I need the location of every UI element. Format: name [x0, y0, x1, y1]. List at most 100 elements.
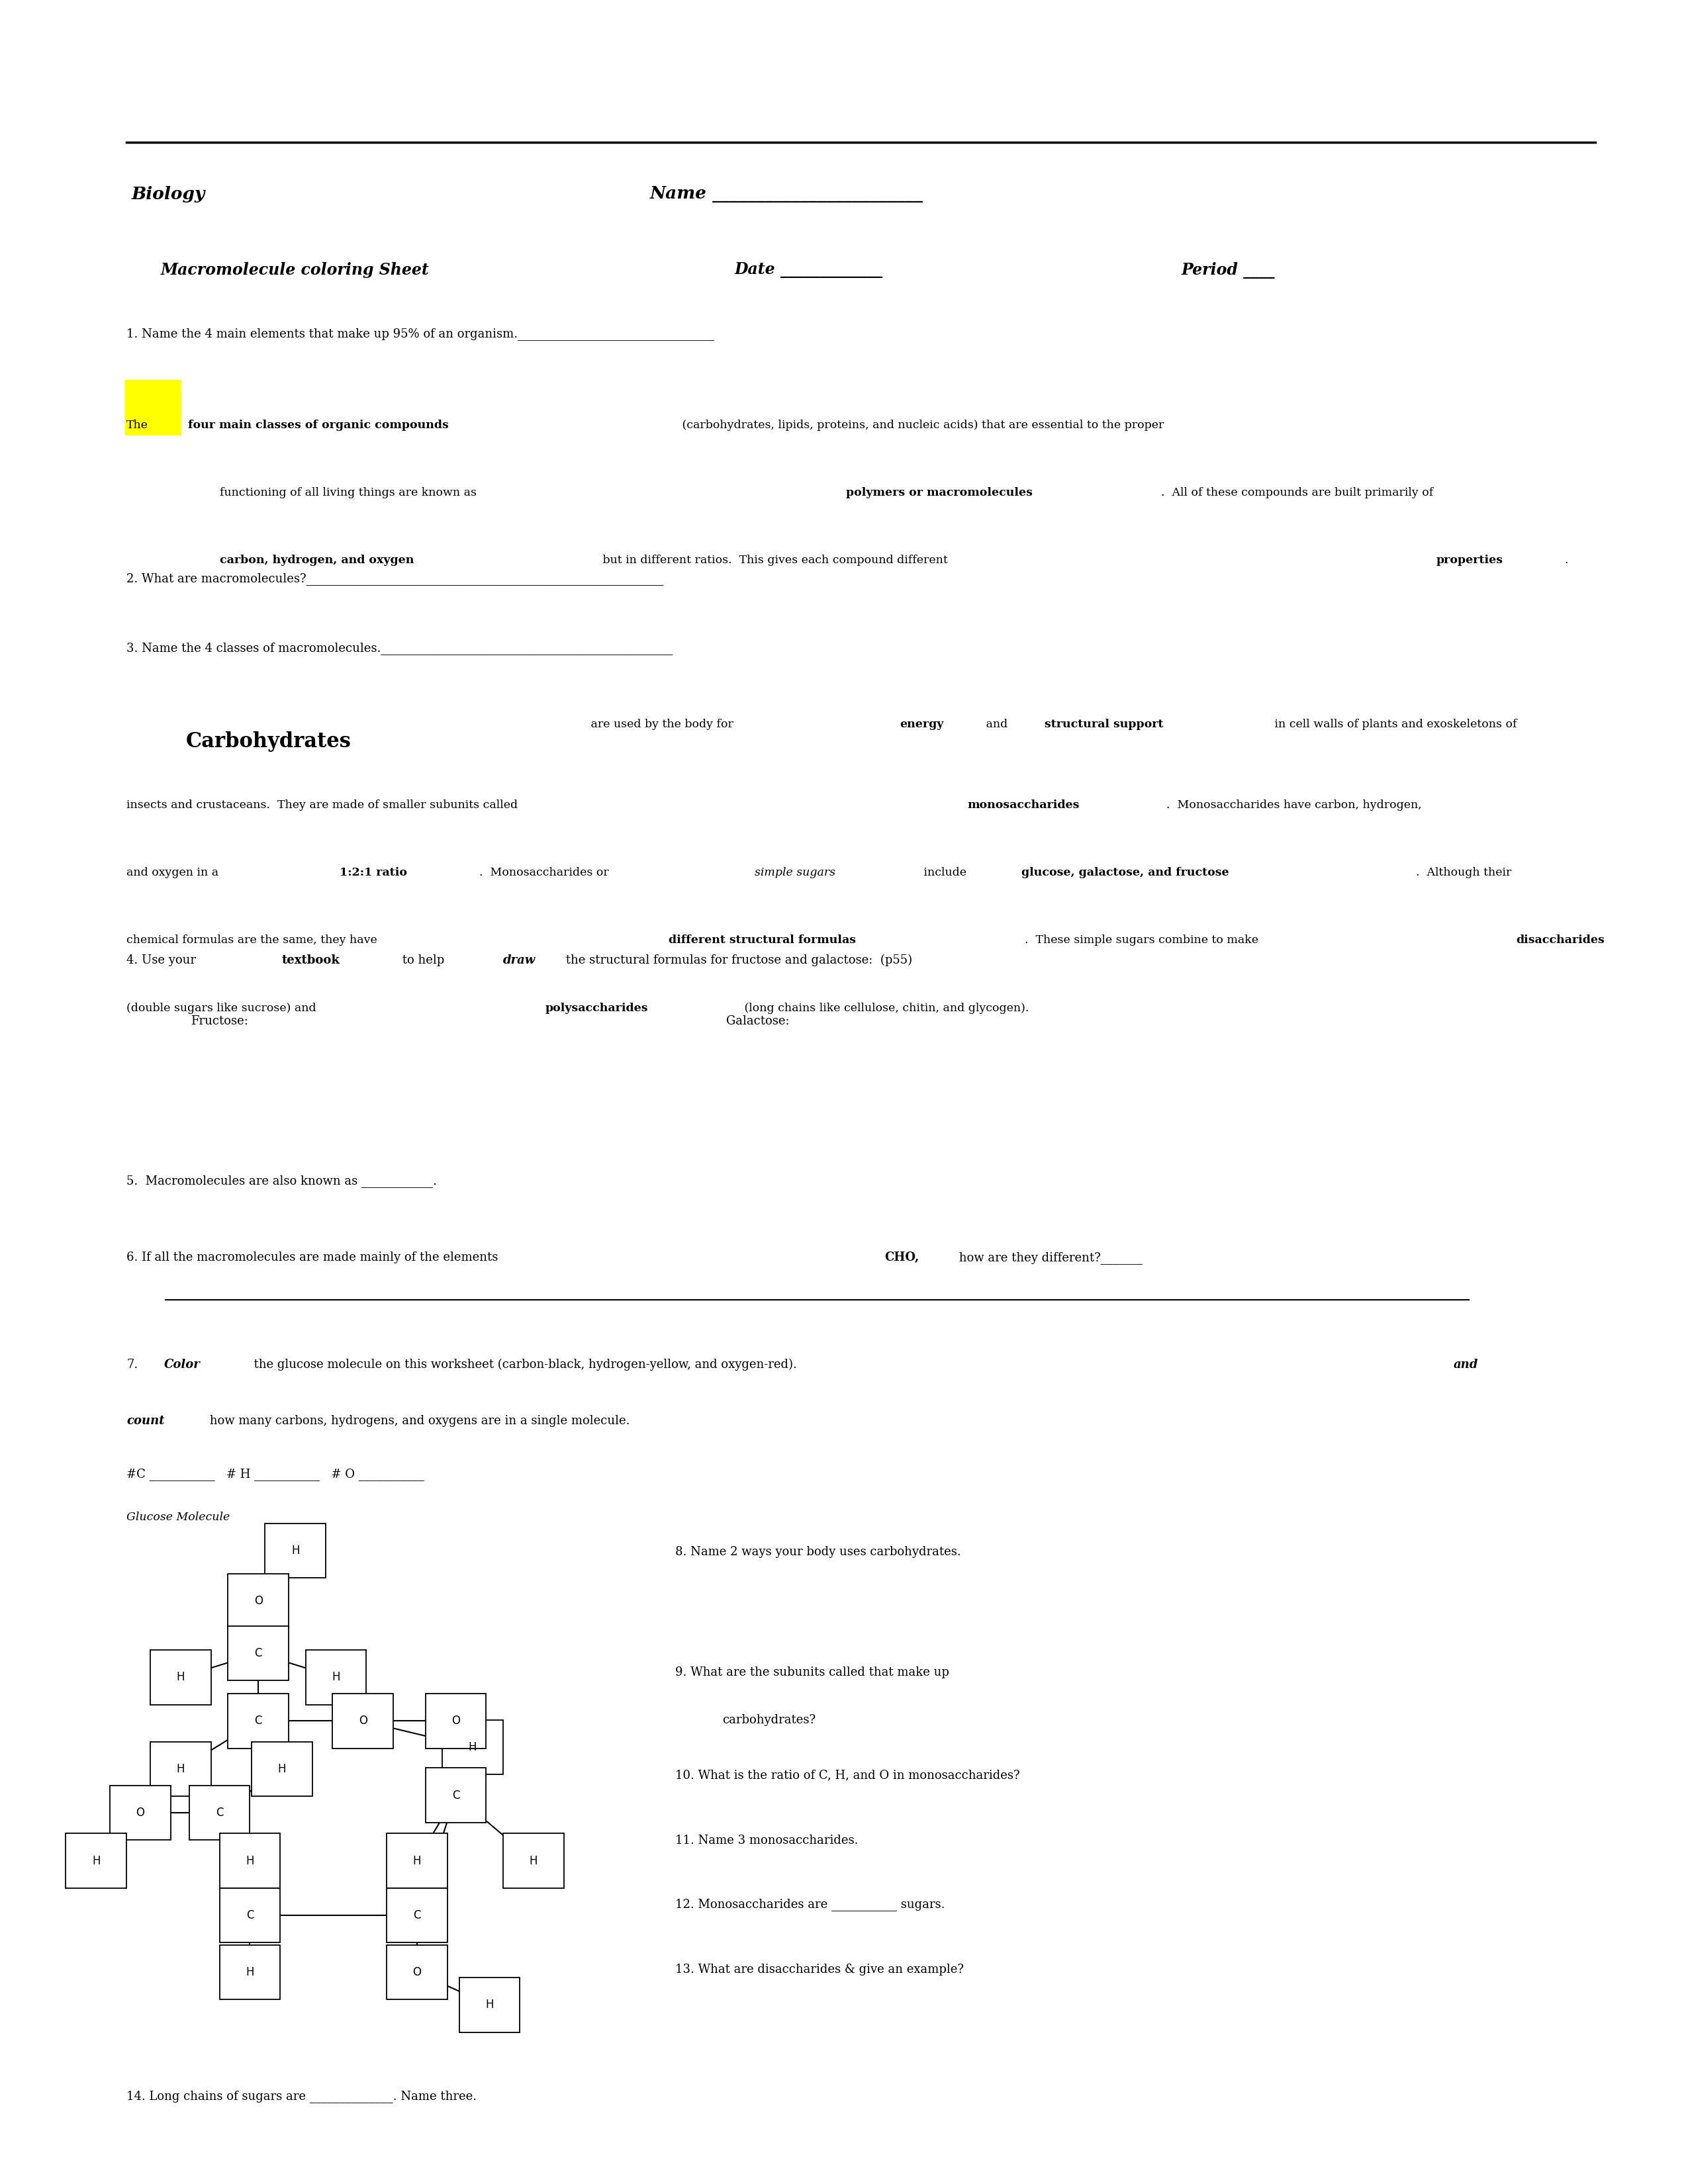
Text: H: H: [177, 1762, 184, 1776]
Text: H: H: [279, 1762, 285, 1776]
Text: O: O: [253, 1594, 263, 1607]
Text: H: H: [486, 1998, 493, 2011]
Text: to help: to help: [398, 954, 447, 965]
Text: H: H: [333, 1671, 339, 1684]
Text: #C ___________   # H ___________   # O ___________: #C ___________ # H ___________ # O _____…: [127, 1468, 424, 1481]
Text: Name ________________________: Name ________________________: [650, 186, 923, 203]
Text: and oxygen in a: and oxygen in a: [127, 867, 223, 878]
Text: 12. Monosaccharides are ___________ sugars.: 12. Monosaccharides are ___________ suga…: [675, 1898, 945, 1911]
FancyBboxPatch shape: [228, 1625, 289, 1682]
Text: how are they different?_______: how are they different?_______: [955, 1251, 1143, 1265]
Text: in cell walls of plants and exoskeletons of: in cell walls of plants and exoskeletons…: [1271, 719, 1518, 729]
Text: 6. If all the macromolecules are made mainly of the elements: 6. If all the macromolecules are made ma…: [127, 1251, 501, 1262]
Text: (long chains like cellulose, chitin, and glycogen).: (long chains like cellulose, chitin, and…: [741, 1002, 1030, 1013]
Text: 4. Use your: 4. Use your: [127, 954, 199, 965]
Text: H: H: [292, 1544, 299, 1557]
Text: Fructose:: Fructose:: [191, 1016, 248, 1026]
Text: 11. Name 3 monosaccharides.: 11. Name 3 monosaccharides.: [675, 1835, 858, 1845]
Text: .  Monosaccharides or: . Monosaccharides or: [479, 867, 613, 878]
Text: Galactose:: Galactose:: [726, 1016, 788, 1026]
Text: the glucose molecule on this worksheet (carbon-black, hydrogen-yellow, and oxyge: the glucose molecule on this worksheet (…: [246, 1358, 800, 1372]
Text: energy: energy: [900, 719, 944, 729]
Text: different structural formulas: different structural formulas: [668, 935, 856, 946]
Text: how many carbons, hydrogens, and oxygens are in a single molecule.: how many carbons, hydrogens, and oxygens…: [206, 1415, 630, 1426]
Text: H: H: [414, 1854, 420, 1867]
FancyBboxPatch shape: [387, 1944, 447, 2001]
Text: .  All of these compounds are built primarily of: . All of these compounds are built prima…: [1161, 487, 1433, 498]
Text: 3. Name the 4 classes of macromolecules.________________________________________: 3. Name the 4 classes of macromolecules.…: [127, 642, 674, 655]
Text: the structural formulas for fructose and galactose:  (p55): the structural formulas for fructose and…: [562, 954, 912, 968]
Text: C: C: [255, 1647, 262, 1660]
Text: (carbohydrates, lipids, proteins, and nucleic acids) that are essential to the p: (carbohydrates, lipids, proteins, and nu…: [679, 419, 1165, 430]
Text: monosaccharides: monosaccharides: [967, 799, 1079, 810]
FancyBboxPatch shape: [228, 1695, 289, 1747]
FancyBboxPatch shape: [219, 1835, 280, 1887]
FancyBboxPatch shape: [333, 1695, 393, 1747]
Text: textbook: textbook: [282, 954, 339, 965]
FancyBboxPatch shape: [189, 1787, 250, 1839]
Text: 9. What are the subunits called that make up: 9. What are the subunits called that mak…: [675, 1666, 949, 1677]
Text: Date _____________: Date _____________: [734, 262, 883, 277]
Text: .: .: [1565, 555, 1568, 566]
Text: 8. Name 2 ways your body uses carbohydrates.: 8. Name 2 ways your body uses carbohydra…: [675, 1546, 960, 1557]
Text: functioning of all living things are known as: functioning of all living things are kno…: [219, 487, 479, 498]
FancyBboxPatch shape: [150, 1743, 211, 1795]
Text: The: The: [127, 419, 149, 430]
Text: insects and crustaceans.  They are made of smaller subunits called: insects and crustaceans. They are made o…: [127, 799, 522, 810]
Text: CHO,: CHO,: [885, 1251, 918, 1262]
Text: four main classes of organic compounds: four main classes of organic compounds: [184, 419, 449, 430]
Text: but in different ratios.  This gives each compound different: but in different ratios. This gives each…: [599, 555, 952, 566]
FancyBboxPatch shape: [459, 1979, 520, 2031]
FancyBboxPatch shape: [110, 1787, 170, 1839]
Text: 10. What is the ratio of C, H, and O in monosaccharides?: 10. What is the ratio of C, H, and O in …: [675, 1769, 1020, 1780]
FancyBboxPatch shape: [219, 1944, 280, 2001]
FancyBboxPatch shape: [387, 1835, 447, 1887]
Text: properties: properties: [1436, 555, 1504, 566]
Text: polymers or macromolecules: polymers or macromolecules: [846, 487, 1033, 498]
Text: structural support: structural support: [1045, 719, 1163, 729]
Text: 13. What are disaccharides & give an example?: 13. What are disaccharides & give an exa…: [675, 1963, 964, 1974]
Text: carbon, hydrogen, and oxygen: carbon, hydrogen, and oxygen: [219, 555, 414, 566]
FancyBboxPatch shape: [219, 1887, 280, 1944]
Text: .  Monosaccharides have carbon, hydrogen,: . Monosaccharides have carbon, hydrogen,: [1166, 799, 1421, 810]
Text: Carbohydrates: Carbohydrates: [186, 732, 351, 751]
Text: chemical formulas are the same, they have: chemical formulas are the same, they hav…: [127, 935, 381, 946]
Text: C: C: [246, 1909, 253, 1922]
Text: 1. Name the 4 main elements that make up 95% of an organism.____________________: 1. Name the 4 main elements that make up…: [127, 328, 714, 341]
FancyBboxPatch shape: [252, 1743, 312, 1795]
Text: O: O: [135, 1806, 145, 1819]
Text: Macromolecule coloring Sheet: Macromolecule coloring Sheet: [160, 262, 429, 277]
Bar: [125, 380, 181, 435]
Text: Period ____: Period ____: [1182, 262, 1276, 280]
Text: .  Although their: . Although their: [1416, 867, 1512, 878]
FancyBboxPatch shape: [265, 1524, 326, 1577]
FancyBboxPatch shape: [306, 1651, 366, 1704]
Text: are used by the body for: are used by the body for: [587, 719, 738, 729]
FancyBboxPatch shape: [228, 1572, 289, 1629]
FancyBboxPatch shape: [66, 1835, 127, 1887]
Text: and: and: [1453, 1358, 1479, 1369]
Text: H: H: [246, 1966, 253, 1979]
FancyBboxPatch shape: [503, 1835, 564, 1887]
Text: include: include: [920, 867, 971, 878]
Text: (double sugars like sucrose) and: (double sugars like sucrose) and: [127, 1002, 321, 1013]
Text: H: H: [469, 1741, 476, 1754]
Text: carbohydrates?: carbohydrates?: [722, 1714, 815, 1725]
Text: simple sugars: simple sugars: [755, 867, 836, 878]
Text: O: O: [412, 1966, 422, 1979]
Text: draw: draw: [503, 954, 535, 965]
Text: Glucose Molecule: Glucose Molecule: [127, 1511, 230, 1522]
Text: glucose, galactose, and fructose: glucose, galactose, and fructose: [1021, 867, 1229, 878]
Text: H: H: [177, 1671, 184, 1684]
Text: H: H: [93, 1854, 100, 1867]
Text: 14. Long chains of sugars are ______________. Name three.: 14. Long chains of sugars are __________…: [127, 2090, 476, 2103]
Text: count: count: [127, 1415, 165, 1426]
Text: Color: Color: [164, 1358, 199, 1369]
Text: 7.: 7.: [127, 1358, 138, 1369]
Text: C: C: [452, 1789, 459, 1802]
FancyBboxPatch shape: [425, 1769, 486, 1821]
FancyBboxPatch shape: [442, 1721, 503, 1773]
FancyBboxPatch shape: [425, 1695, 486, 1747]
Text: C: C: [414, 1909, 420, 1922]
FancyBboxPatch shape: [150, 1651, 211, 1704]
